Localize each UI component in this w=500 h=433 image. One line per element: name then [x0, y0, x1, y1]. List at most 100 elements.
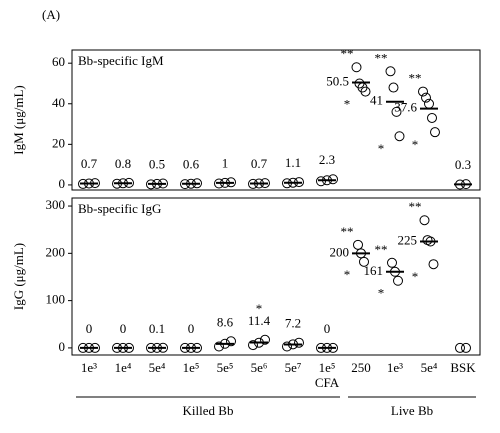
data-point [388, 82, 399, 93]
y-tick-label: 200 [46, 244, 66, 259]
x-tick-label: 5e⁴ [149, 360, 166, 375]
plot-frame [71, 49, 481, 191]
plot-frame [71, 197, 481, 356]
significance-above: ** [409, 199, 422, 214]
significance-above: ** [409, 71, 422, 86]
x-tick-label-line: CFA [315, 375, 340, 390]
x-tick-label-line: 5e⁴ [421, 360, 438, 375]
x-tick-label-line: 1e⁵ [183, 360, 200, 375]
data-point [316, 176, 326, 187]
data-point [226, 336, 236, 347]
group-label: Live Bb [391, 403, 433, 418]
group-label: Killed Bb [183, 403, 234, 418]
significance-below: * [378, 141, 385, 156]
x-tick-label-line: 1e⁴ [115, 360, 132, 375]
mean-label: 0.7 [81, 156, 98, 171]
data-point [248, 340, 258, 351]
mean-label: 0.3 [455, 157, 471, 172]
significance-below: * [412, 137, 419, 152]
mean-label: 8.6 [217, 314, 234, 329]
y-tick-label: 300 [46, 197, 66, 212]
x-tick-label-line: 1e⁵ [319, 360, 336, 375]
data-point [430, 127, 440, 138]
mean-label: 1 [222, 155, 229, 170]
data-point [385, 66, 396, 77]
mean-label: 0 [188, 321, 195, 336]
x-tick-label-line: 1e³ [387, 360, 403, 375]
significance-above: ** [341, 46, 354, 61]
x-tick-label: 1e⁴ [115, 360, 132, 375]
significance-below: * [378, 286, 385, 301]
mean-label: 200 [330, 244, 350, 259]
mean-label: 0 [86, 321, 93, 336]
x-tick-label-line: 1e³ [81, 360, 97, 375]
significance-above: ** [375, 242, 388, 257]
y-tick-label: 60 [52, 54, 65, 69]
data-point [394, 131, 405, 142]
data-point [359, 256, 369, 267]
y-axis-label: IgM (μg/mL) [11, 85, 26, 154]
mean-label: 225 [398, 232, 418, 247]
x-tick-label-line: 5e⁴ [149, 360, 166, 375]
data-point [428, 259, 439, 270]
data-point [294, 337, 304, 348]
x-tick-label-line: 5e⁵ [217, 360, 234, 375]
mean-label: 161 [364, 263, 384, 278]
x-tick-label: 5e⁶ [251, 360, 268, 375]
mean-label: 0 [324, 321, 331, 336]
data-point [353, 239, 363, 250]
mean-label: 41 [370, 93, 383, 108]
y-tick-label: 40 [52, 95, 65, 110]
data-point [351, 62, 362, 73]
data-point [419, 215, 430, 226]
x-tick-label: 1e⁵ [183, 360, 200, 375]
panel-title: Bb-specific IgG [78, 201, 161, 216]
data-point [214, 341, 224, 352]
x-tick-label-line: 5e⁷ [285, 360, 302, 375]
x-tick-label: 1e³ [81, 360, 97, 375]
significance-above: ** [341, 224, 354, 239]
significance-below: * [344, 267, 351, 282]
y-axis-label: IgG (μg/mL) [11, 243, 26, 310]
x-tick-label: 1e³ [387, 360, 403, 375]
mean-label: 0.7 [251, 156, 268, 171]
y-tick-label: 0 [59, 339, 66, 354]
mean-label: 1.1 [285, 155, 301, 170]
mean-label: 0.5 [149, 156, 165, 171]
x-tick-label-line: 5e⁶ [251, 360, 268, 375]
x-tick-label-line: BSK [450, 360, 476, 375]
x-tick-label: 5e⁷ [285, 360, 302, 375]
mean-label: 11.4 [248, 313, 271, 328]
mean-label: 2.3 [319, 152, 335, 167]
mean-label: 37.6 [394, 100, 417, 115]
data-point [418, 86, 428, 97]
data-point [260, 334, 270, 345]
y-tick-label: 0 [59, 176, 66, 191]
x-tick-label: 5e⁴ [421, 360, 438, 375]
y-tick-label: 20 [52, 135, 65, 150]
data-point [455, 342, 465, 353]
panel-title: Bb-specific IgM [78, 53, 164, 68]
data-point [393, 275, 403, 286]
data-point [360, 86, 371, 97]
data-point [328, 174, 338, 185]
data-point [461, 342, 471, 353]
data-point [391, 106, 402, 117]
x-tick-label: 1e⁵ CFA [315, 360, 340, 390]
mean-label: 0 [120, 321, 127, 336]
significance-above: ** [375, 50, 388, 65]
data-point [421, 92, 431, 103]
y-tick-label: 100 [46, 292, 66, 307]
significance-below: * [344, 97, 351, 112]
significance-below: * [412, 269, 419, 284]
mean-label: 50.5 [326, 73, 349, 88]
data-point [427, 112, 437, 123]
x-tick-label: 5e⁵ [217, 360, 234, 375]
x-tick-label: 250 [351, 360, 371, 375]
data-point [282, 341, 292, 352]
x-tick-label: BSK [450, 360, 476, 375]
data-point [387, 257, 397, 268]
significance-above: * [256, 301, 263, 316]
